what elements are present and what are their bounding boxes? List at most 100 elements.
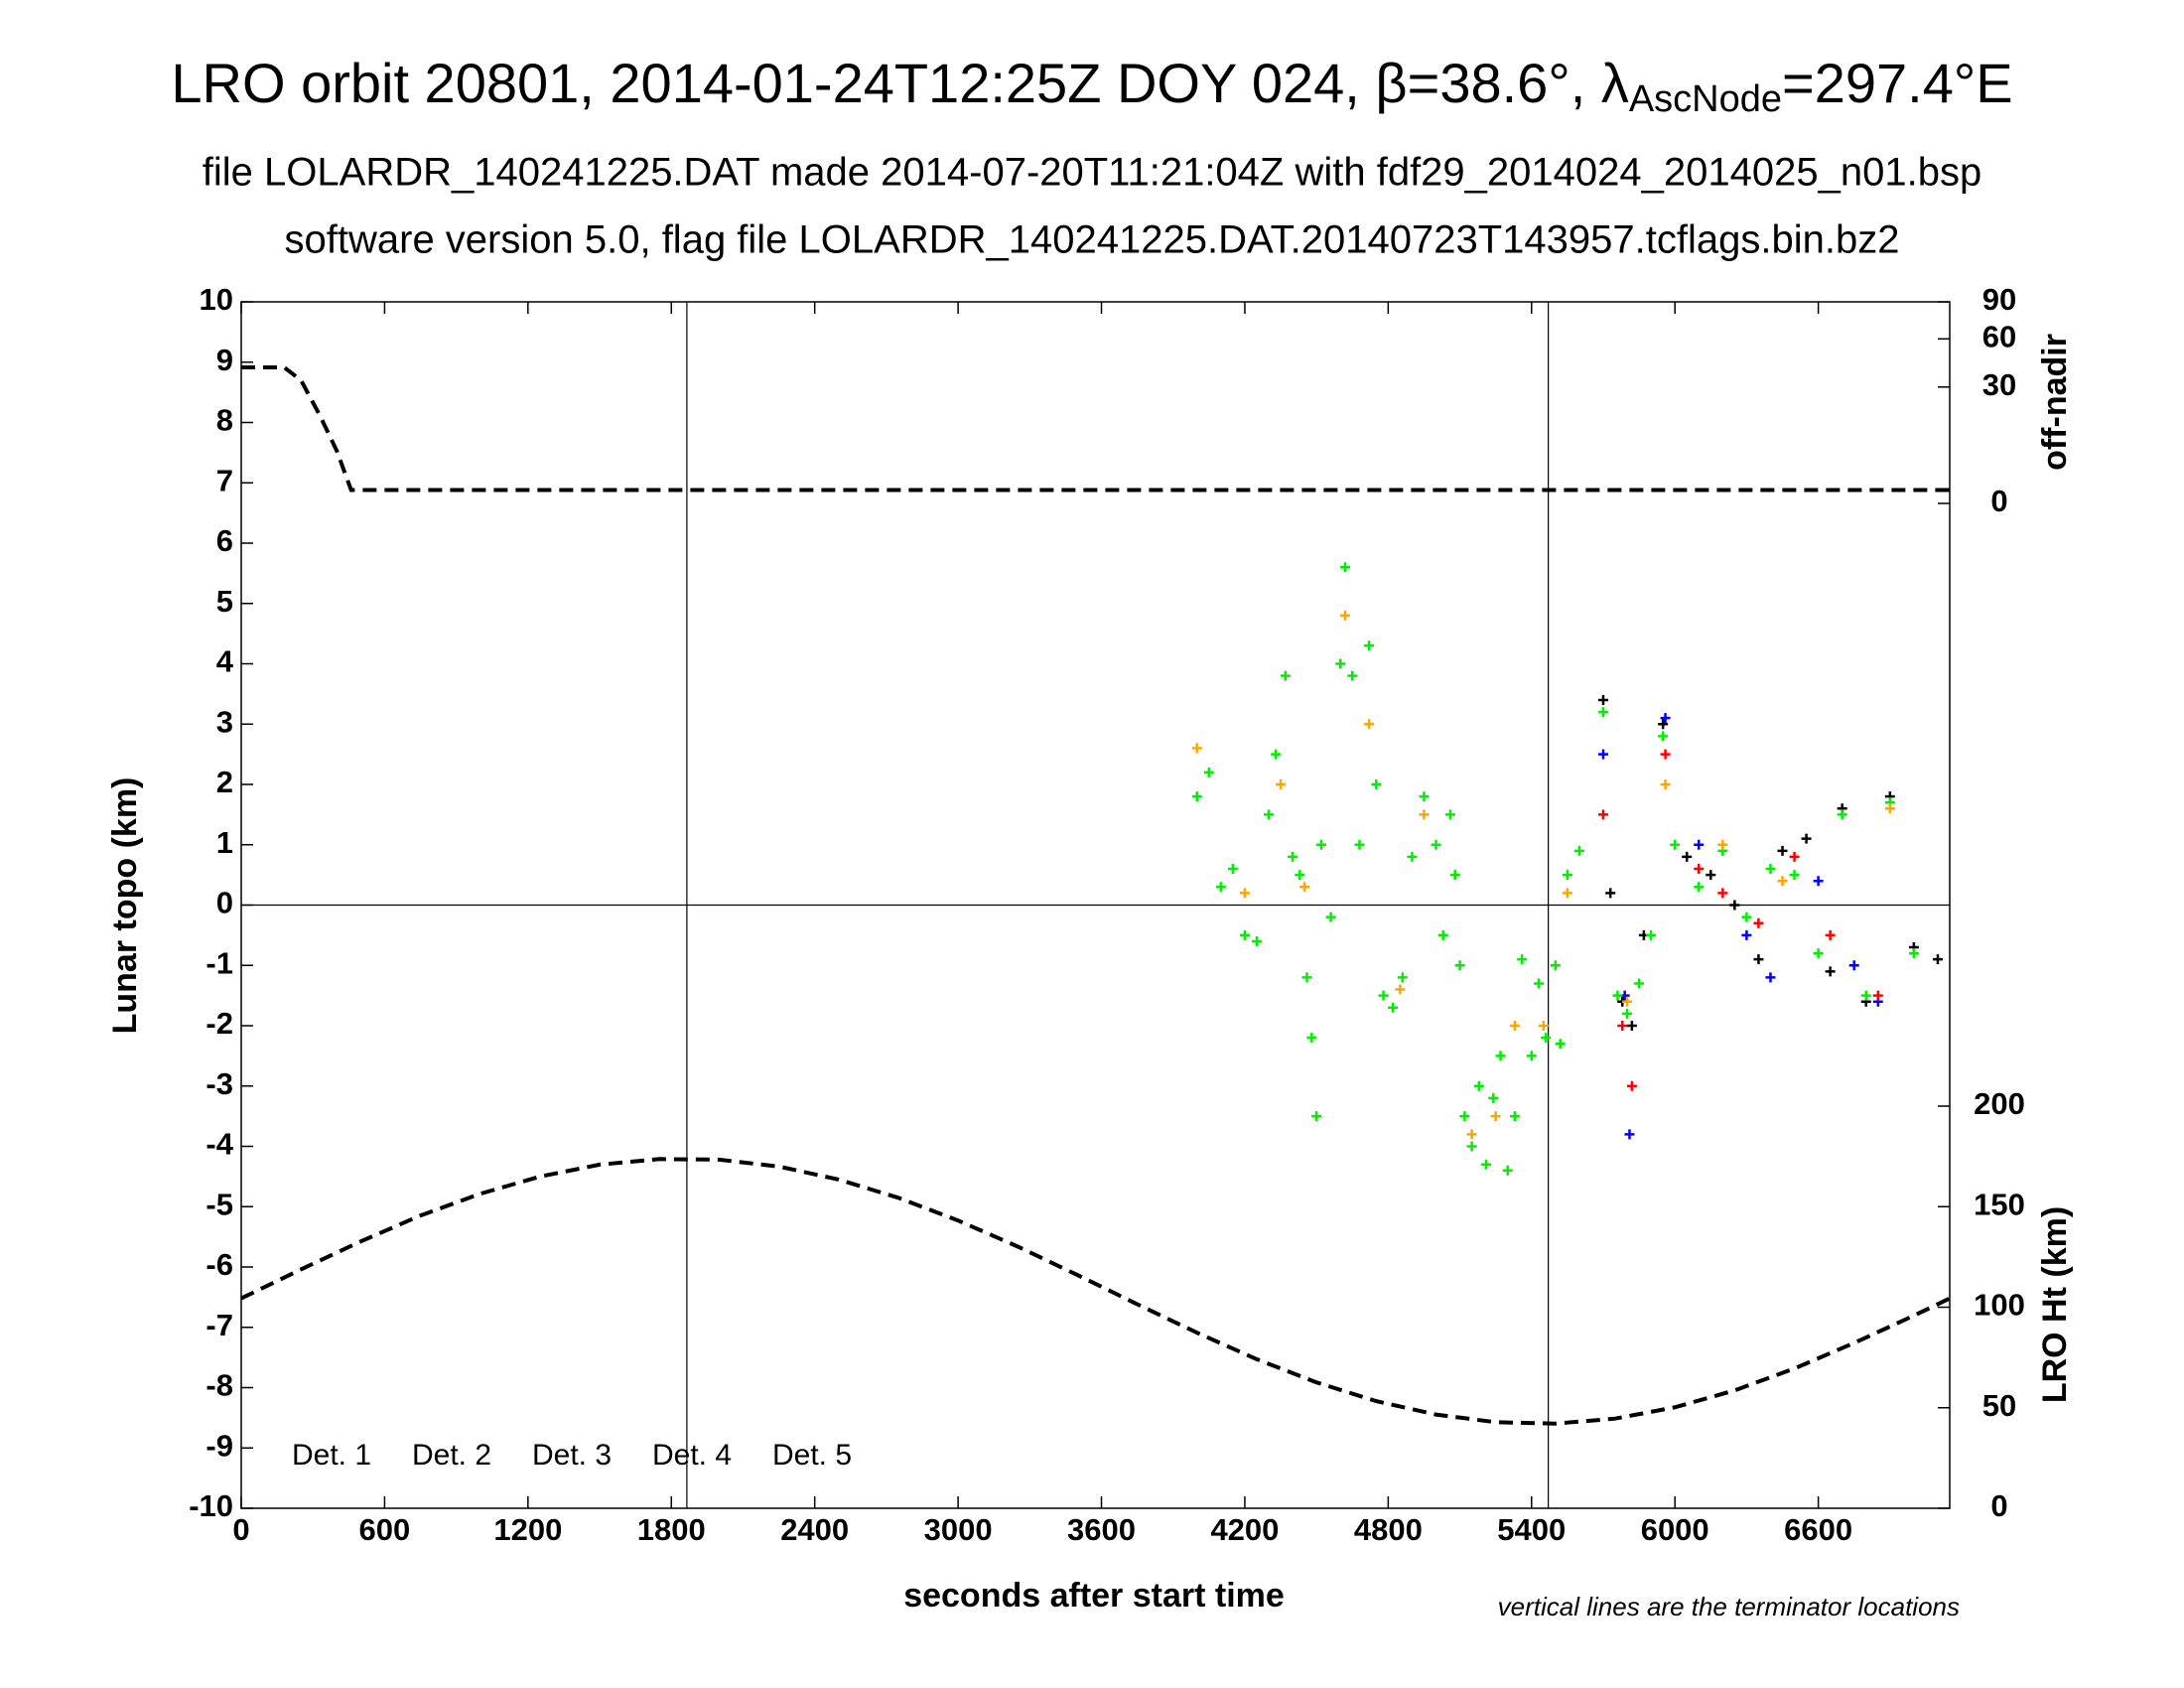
y-tick-label: 5 [216, 584, 233, 619]
topo-point [1562, 888, 1572, 899]
dashed-line [240, 1157, 1951, 1426]
topo-point [1753, 954, 1764, 965]
topo-point [1646, 929, 1657, 940]
topo-point [1670, 839, 1681, 850]
topo-point [1622, 996, 1633, 1007]
topo-point [1419, 791, 1430, 802]
topo-point [1534, 978, 1544, 989]
topo-point [1555, 1039, 1566, 1050]
x-tick-label: 1800 [637, 1512, 706, 1547]
y-tick-label: -8 [205, 1368, 233, 1403]
topo-point [1509, 1111, 1520, 1122]
topo-point [1765, 864, 1776, 875]
legend-entry: Det. 3 [532, 1439, 612, 1472]
chart-title: LRO orbit 20801, 2014-01-24T12:25Z DOY 0… [171, 52, 2012, 120]
topo-point [1191, 743, 1202, 754]
topo-point [1419, 809, 1430, 820]
topo-point [1407, 851, 1418, 862]
topo-point [1325, 912, 1336, 922]
topo-point [1276, 779, 1287, 789]
topo-point [1306, 1033, 1317, 1044]
topo-point [1801, 833, 1812, 844]
y-tick-label: 10 [200, 282, 233, 317]
topo-point [1753, 917, 1764, 928]
topo-point [1837, 809, 1847, 820]
topo-point [1694, 864, 1705, 875]
y-tick-label: 4 [216, 644, 234, 679]
topo-point [1444, 809, 1455, 820]
y-tick-label: -6 [205, 1247, 233, 1282]
topo-point [1239, 888, 1250, 899]
topo-point [1538, 1021, 1549, 1031]
topo-point [1597, 749, 1608, 760]
topo-point [1562, 870, 1572, 881]
topo-point [1340, 610, 1351, 621]
x-tick-label: 600 [359, 1512, 411, 1547]
topo-point [1191, 791, 1202, 802]
y-tick-label: 0 [216, 886, 233, 920]
topo-point [1813, 948, 1824, 959]
topo-point [1660, 779, 1671, 789]
y-tick-label: -4 [205, 1127, 233, 1162]
topo-point [1789, 851, 1800, 862]
y2-tick-label: 0 [1990, 1488, 2007, 1523]
topo-point [1597, 707, 1608, 718]
topo-point [1660, 713, 1671, 724]
topo-point [1388, 1002, 1399, 1013]
topo-point [1597, 694, 1608, 705]
y-tick-label: -2 [205, 1006, 233, 1041]
topo-point [1347, 670, 1358, 681]
topo-point [1612, 990, 1623, 1001]
topo-point [1660, 749, 1671, 760]
topo-point [1717, 888, 1728, 899]
topo-point [1848, 960, 1859, 971]
x-tick-label: 5400 [1497, 1512, 1566, 1547]
x-tick-label: 3000 [924, 1512, 993, 1547]
topo-point [1777, 845, 1788, 856]
topo-point [1682, 851, 1693, 862]
topo-point [1288, 851, 1298, 862]
topo-point [1280, 670, 1291, 681]
dashed-line [241, 365, 1950, 492]
topo-point [1264, 809, 1275, 820]
x-tick-label: 6600 [1784, 1512, 1852, 1547]
topo-point [1509, 1021, 1520, 1031]
topo-point [1517, 954, 1528, 965]
topo-point [1251, 935, 1262, 946]
y3-tick-label: 90 [1982, 282, 2016, 317]
y-tick-label: 1 [216, 825, 233, 860]
y-tick-label: 3 [216, 704, 233, 739]
topo-point [1872, 990, 1883, 1001]
topo-point [1617, 1021, 1628, 1031]
y-tick-label: 7 [216, 463, 233, 497]
topo-point [1597, 809, 1608, 820]
topo-point [1227, 864, 1238, 875]
y2-axis-label: LRO Ht (km) [2036, 1206, 2074, 1403]
topo-point [1706, 870, 1716, 881]
y-tick-label: -10 [189, 1488, 233, 1523]
topo-point [1397, 972, 1408, 983]
topo-point [1634, 978, 1645, 989]
topo-point [1437, 929, 1448, 940]
topo-point [1481, 1159, 1492, 1170]
note: vertical lines are the terminator locati… [1498, 1592, 1960, 1621]
y2-tick-label: 150 [1974, 1187, 2025, 1221]
topo-point [1203, 767, 1214, 777]
x-tick-label: 2400 [780, 1512, 849, 1547]
topo-point [1454, 960, 1465, 971]
topo-point [1215, 882, 1226, 893]
legend-entry: Det. 5 [772, 1439, 852, 1472]
topo-point [1694, 839, 1705, 850]
topo-point [1729, 900, 1740, 911]
y-tick-label: 6 [216, 523, 233, 558]
topo-point [1364, 719, 1375, 730]
topo-point [1622, 1008, 1633, 1019]
y-tick-label: -5 [205, 1187, 233, 1221]
subtitle: file LOLARDR_140241225.DAT made 2014-07-… [203, 151, 1981, 195]
topo-point [1573, 845, 1584, 856]
y3-axis-label: off-nadir [2036, 334, 2074, 471]
topo-point [1364, 640, 1375, 651]
topo-point [1449, 870, 1460, 881]
